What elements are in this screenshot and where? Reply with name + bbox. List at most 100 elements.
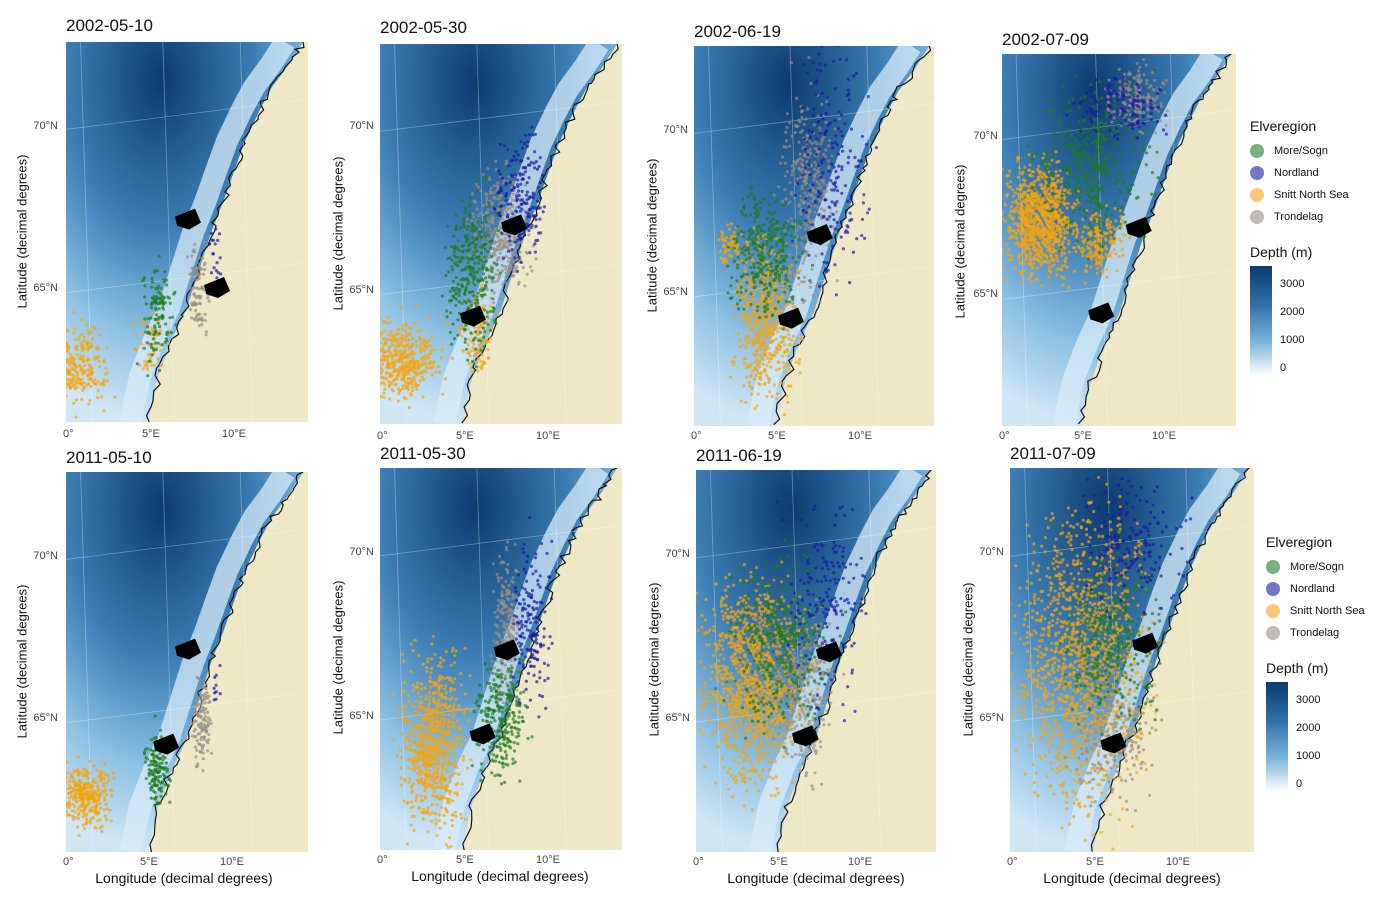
particle-point — [86, 373, 90, 377]
particle-point — [153, 326, 157, 330]
particle-point — [1118, 226, 1122, 230]
particle-point — [797, 282, 801, 287]
particle-point — [526, 225, 530, 229]
particle-point — [484, 259, 488, 263]
particle-point — [1100, 248, 1105, 253]
particle-point — [1030, 154, 1034, 158]
particle-point — [1112, 99, 1117, 103]
particle-point — [767, 254, 772, 259]
particle-point — [798, 120, 802, 124]
particle-point — [1014, 231, 1018, 235]
particle-point — [392, 363, 396, 367]
particle-point — [1155, 94, 1159, 98]
particle-point — [735, 279, 739, 283]
particle-point — [207, 299, 211, 303]
particle-point — [765, 242, 769, 246]
particle-point — [528, 265, 533, 269]
particle-point — [1089, 133, 1093, 137]
particle-point — [472, 271, 476, 275]
particle-point — [1165, 109, 1169, 113]
particle-point — [745, 322, 749, 326]
particle-point — [746, 302, 751, 306]
particle-point — [766, 273, 770, 277]
particle-point — [518, 250, 522, 254]
particle-point — [380, 381, 383, 385]
particle-point — [1045, 256, 1049, 260]
particle-point — [784, 274, 788, 278]
particle-point — [793, 124, 798, 128]
particle-point — [506, 260, 510, 264]
particle-point — [167, 296, 171, 300]
particle-point — [1123, 220, 1127, 224]
particle-point — [155, 287, 159, 291]
particle-point — [486, 233, 490, 237]
particle-point — [89, 373, 93, 377]
particle-point — [513, 173, 517, 177]
particle-point — [400, 378, 404, 382]
particle-point — [1095, 185, 1099, 189]
particle-point — [1040, 162, 1044, 166]
particle-point — [824, 120, 828, 124]
particle-point — [1030, 265, 1034, 269]
particle-point — [840, 191, 844, 195]
particle-point — [491, 297, 495, 301]
particle-point — [1083, 157, 1088, 161]
particle-point — [814, 172, 818, 176]
particle-point — [798, 371, 802, 375]
particle-point — [1089, 251, 1094, 255]
particle-point — [1016, 175, 1020, 179]
particle-point — [406, 387, 410, 392]
particle-point — [420, 347, 424, 351]
particle-point — [468, 354, 472, 358]
particle-point — [759, 245, 763, 249]
particle-point — [735, 302, 740, 306]
particle-point — [487, 205, 491, 209]
particle-point — [531, 206, 535, 210]
particle-point — [763, 382, 767, 386]
particle-point — [771, 332, 775, 336]
particle-point — [775, 228, 779, 232]
particle-point — [1046, 212, 1050, 216]
particle-point — [1051, 231, 1056, 236]
particle-point — [410, 382, 414, 387]
particle-point — [1051, 242, 1056, 246]
particle-point — [841, 247, 845, 251]
particle-point — [778, 227, 782, 231]
particle-point — [752, 195, 756, 199]
particle-point — [813, 160, 817, 164]
particle-point — [161, 296, 165, 300]
particle-point — [457, 293, 461, 297]
particle-point — [803, 191, 807, 195]
release-area-polygon — [204, 277, 231, 298]
particle-point — [460, 334, 464, 338]
particle-point — [513, 256, 517, 260]
particle-point — [1113, 207, 1117, 211]
particle-point — [517, 233, 521, 237]
particle-point — [760, 333, 764, 337]
particle-point — [818, 199, 822, 203]
particle-point — [1097, 223, 1101, 227]
graticule-line — [80, 42, 94, 422]
particle-point — [1026, 193, 1030, 197]
particle-point — [489, 186, 493, 191]
particle-point — [833, 87, 837, 91]
particle-point — [741, 235, 745, 239]
particle-point — [749, 292, 753, 296]
particle-point — [781, 199, 785, 204]
particle-point — [1009, 258, 1013, 262]
particle-point — [723, 239, 727, 243]
particle-point — [772, 228, 776, 232]
particle-point — [755, 321, 759, 325]
particle-point — [1056, 266, 1060, 270]
particle-point — [1015, 187, 1019, 191]
particle-point — [1066, 144, 1070, 148]
particle-point — [812, 174, 816, 178]
particle-point — [454, 292, 458, 296]
particle-point — [161, 302, 165, 306]
particle-point — [408, 352, 412, 357]
particle-point — [443, 377, 448, 381]
particle-point — [394, 354, 398, 358]
particle-point — [810, 263, 815, 267]
particle-point — [810, 194, 814, 198]
particle-point — [1059, 210, 1063, 214]
